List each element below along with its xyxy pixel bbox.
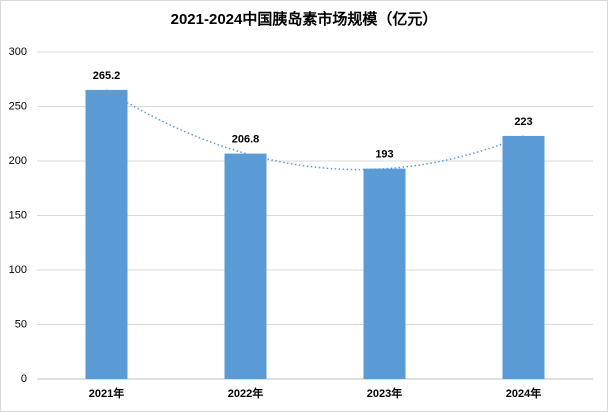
value-label: 193 [375,149,393,161]
x-tick-label: 2022年 [228,386,263,400]
y-tick-label: 150 [9,209,27,221]
value-label: 223 [514,116,532,128]
value-label: 206.8 [232,133,260,145]
y-tick-label: 300 [9,46,27,58]
y-tick-label: 50 [15,318,27,330]
x-tick-label: 2021年 [89,386,124,400]
x-tick-label: 2024年 [506,386,541,400]
bar [363,168,406,379]
bar [502,135,545,379]
y-tick-label: 0 [21,373,27,385]
y-tick-label: 200 [9,155,27,167]
bar [224,153,267,379]
y-tick-label: 250 [9,100,27,112]
trendline [106,89,524,171]
value-label: 265.2 [93,70,121,82]
x-tick-label: 2023年 [367,386,402,400]
y-tick-label: 100 [9,264,27,276]
chart-title: 2021-2024中国胰岛素市场规模（亿元） [171,10,438,28]
bar [85,89,128,379]
